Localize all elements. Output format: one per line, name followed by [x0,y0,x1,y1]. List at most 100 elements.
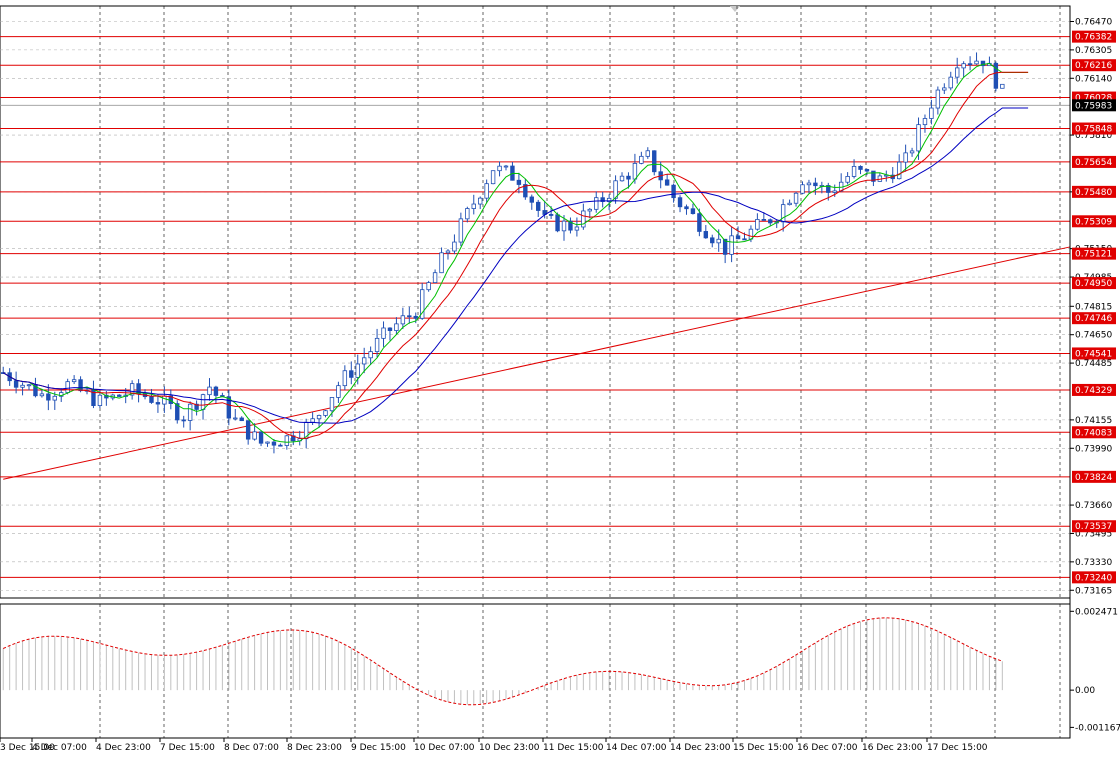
candle-body [355,363,360,378]
price-axis: 0.76470 0.76305 0.76140 0.75810 0.75480 0.751… [1069,6,1116,738]
osc-tick-label: 0.00 [1075,686,1095,696]
candle-body [452,241,457,252]
level-tag [1072,571,1116,584]
candle-body [226,396,232,419]
candle-body [490,170,496,185]
candle-body [832,190,837,193]
level-tag [1072,383,1116,396]
candle-body [349,370,354,378]
ma-line [2,71,1029,439]
level-tag [1072,520,1116,533]
time-tick-label: 10 Dec 23:00 [479,743,540,753]
candle-body [742,238,747,241]
candle-body [684,206,689,210]
candle-body [896,161,902,180]
candle-body [187,403,193,421]
scroll-marker [730,6,740,12]
candle-body [271,441,277,446]
candle-body [71,379,77,383]
time-tick-label: 17 Dec 15:00 [927,743,988,753]
level-tag [1072,312,1116,325]
candle-body [903,152,908,163]
candle-body [239,417,244,422]
level-label: 0.75309 [1075,217,1112,227]
candle-body [993,62,999,89]
candle-body [677,197,683,208]
price-tick-label: 0.73330 [1075,558,1112,568]
level-tag [1072,470,1116,483]
level-label: 0.75654 [1075,158,1112,168]
candle-body [233,417,238,420]
candle-body [967,63,973,66]
candle-body [374,337,380,353]
candle-body [922,118,928,126]
level-label: 0.73240 [1075,573,1112,583]
time-axis: 3 Dec 15:004 Dec 07:00 4 Dec 23:00 7 Dec 1… [0,738,988,753]
candle-body [284,435,290,446]
candle-body [664,179,670,186]
price-tick-label: 0.74815 [1075,302,1112,312]
candle-body [497,165,502,172]
candle-body [800,184,805,194]
candle-body [46,393,51,401]
candle-body [426,282,431,291]
candle-body [471,203,476,209]
candle-body [697,213,702,232]
level-tag [1072,30,1116,43]
candle-body [400,315,406,325]
level-label: 0.73537 [1075,522,1112,532]
candle-body [20,384,25,388]
moving-averages [2,62,1029,443]
candle-body [258,431,264,444]
candle-body [710,237,715,244]
candle-body [329,397,335,412]
level-tag [1072,122,1116,135]
candle-body [574,226,580,231]
price-tick-label: 0.73165 [1075,586,1112,596]
candle-body [600,197,605,202]
candle-body [980,60,986,67]
candle-body [826,185,831,193]
candle-body [149,396,154,403]
horizontal-levels [0,36,1070,578]
candle-body [671,184,676,199]
candle-body [954,67,960,78]
candle-body [787,202,792,206]
candle-body [1000,83,1005,89]
candle-body [65,381,70,393]
candle-body [26,384,32,387]
candle-body [619,175,625,182]
candle-body [478,197,483,205]
level-tag [1072,347,1116,360]
candle-body [845,176,850,183]
time-tick-label: 10 Dec 07:00 [414,743,475,753]
candle-body [806,182,812,186]
candle-body [851,165,857,177]
candle-body [587,208,592,212]
price-tick-label: 0.74485 [1075,359,1112,369]
time-tick-label: 16 Dec 23:00 [862,743,923,753]
time-tick-label: 9 Dec 15:00 [351,743,406,753]
candle-body [909,150,915,154]
candle-body [594,197,599,210]
candle-body [793,192,799,204]
time-tick-label: 4 Dec 07:00 [32,743,87,753]
candle-body [942,87,947,91]
price-tick-label: 0.74155 [1075,416,1112,426]
candle-body [387,327,393,331]
candle-body [568,220,573,231]
candle-body [523,184,528,198]
candle-body [503,165,509,168]
ma-line [2,107,1029,424]
time-tick-label: 11 Dec 15:00 [543,743,604,753]
time-tick-label: 14 Dec 07:00 [606,743,667,753]
candle-body [432,272,438,284]
price-tick-label: 0.76140 [1075,74,1112,84]
level-label: 0.74083 [1075,428,1112,438]
grid [0,6,1070,738]
level-label: 0.74950 [1075,279,1112,289]
price-tick-label: 0.73660 [1075,501,1112,511]
candle-body [310,418,315,423]
